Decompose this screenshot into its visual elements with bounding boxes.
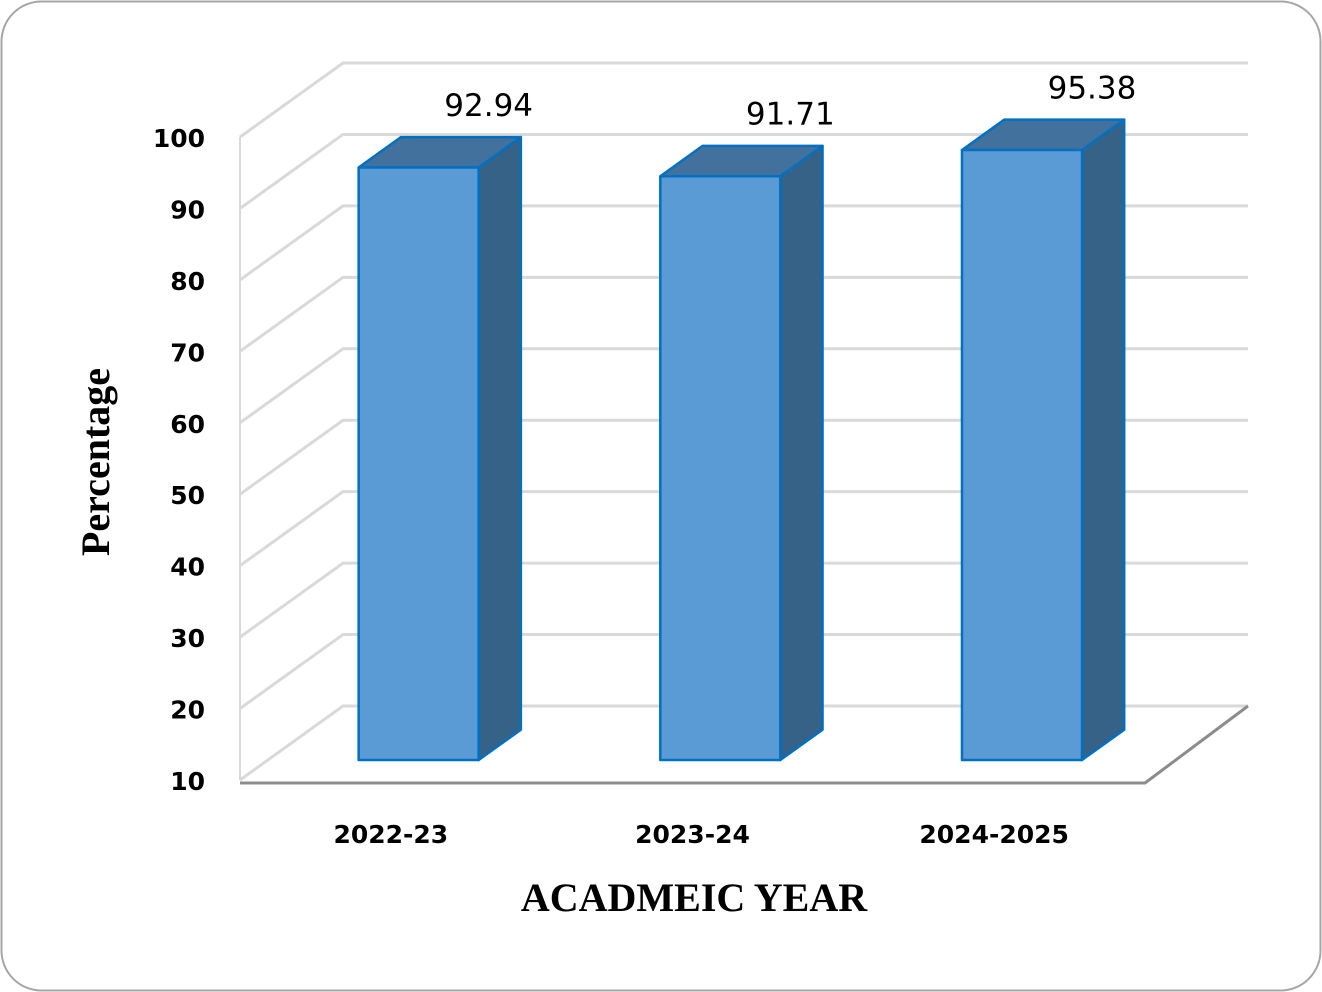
y-tick-label: 10 bbox=[170, 767, 205, 796]
bar-side bbox=[779, 144, 824, 762]
bar bbox=[659, 174, 782, 762]
floor-edge bbox=[240, 704, 1249, 785]
y-tick-label: 20 bbox=[170, 696, 205, 725]
x-tick-label: 2023-24 bbox=[635, 820, 750, 849]
grid-line bbox=[239, 61, 1248, 139]
y-tick-label: 80 bbox=[170, 267, 205, 296]
data-label: 92.94 bbox=[444, 88, 533, 124]
y-tick-label: 90 bbox=[170, 195, 205, 224]
y-tick-label: 100 bbox=[153, 124, 205, 153]
y-tick-label: 30 bbox=[170, 624, 205, 653]
grid-line bbox=[239, 275, 1248, 353]
bar-side bbox=[477, 135, 523, 762]
grid-line bbox=[239, 561, 1248, 639]
y-tick-label: 40 bbox=[170, 553, 205, 582]
data-label: 91.71 bbox=[746, 97, 835, 133]
y-tick-label: 60 bbox=[170, 410, 205, 439]
y-axis-title: Percentage bbox=[73, 368, 118, 556]
data-label: 95.38 bbox=[1048, 71, 1137, 107]
grid-line bbox=[239, 347, 1248, 424]
x-tick-label: 2024-2025 bbox=[919, 820, 1069, 849]
x-axis-title: ACADMEIC YEAR bbox=[521, 875, 868, 920]
grid-line bbox=[239, 490, 1248, 567]
y-tick-label: 70 bbox=[170, 338, 205, 367]
grid-line bbox=[239, 132, 1248, 210]
grid-line bbox=[239, 418, 1248, 496]
grid-line bbox=[239, 204, 1248, 282]
grid-line bbox=[239, 704, 1248, 782]
grid-line bbox=[239, 633, 1248, 710]
bar-side bbox=[1080, 118, 1126, 762]
y-tick-label: 50 bbox=[170, 481, 205, 510]
bar bbox=[960, 148, 1084, 762]
bar bbox=[357, 166, 480, 762]
x-tick-label: 2022-23 bbox=[333, 820, 448, 849]
